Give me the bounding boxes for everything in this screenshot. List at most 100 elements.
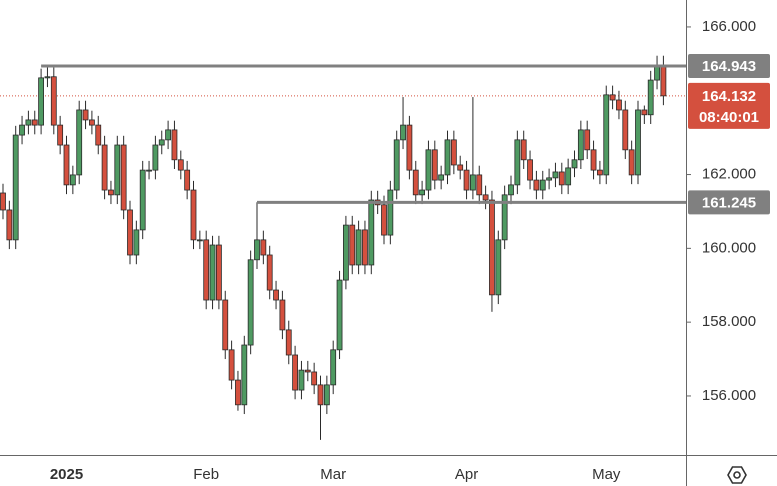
candle-body [336, 279, 343, 351]
settings-hexagon[interactable] [727, 466, 747, 484]
candle-body [44, 76, 51, 79]
candle-body [603, 94, 610, 176]
candle-body [577, 129, 584, 161]
candle-body [235, 379, 241, 406]
candle-body [108, 189, 114, 196]
candle-body [203, 239, 210, 301]
candle-body [114, 144, 121, 196]
candle-body [450, 139, 457, 166]
candle-body [508, 184, 514, 196]
candle-body [552, 171, 559, 179]
candle-body [12, 134, 19, 241]
candle-body [139, 169, 146, 231]
candle-body [285, 329, 292, 356]
y-tick-label: 160.000 [702, 239, 756, 256]
candle-body [565, 167, 572, 186]
candle-body [69, 174, 76, 186]
candle-body [57, 124, 64, 146]
candle-body [571, 159, 578, 169]
candle-body [215, 244, 222, 301]
candle-body [482, 194, 489, 201]
candle-body [425, 149, 432, 191]
candle-body [63, 144, 70, 186]
candle-body [476, 174, 483, 196]
candle-body [165, 129, 172, 141]
candle-body [431, 149, 438, 181]
candle-body [38, 77, 44, 126]
last-price-box [688, 82, 770, 129]
level-label-box [688, 190, 770, 215]
candle-body [546, 177, 552, 181]
candle-body [362, 229, 368, 266]
candle-body [82, 109, 89, 121]
candle-body [489, 199, 495, 296]
level-label: 164.943 [702, 58, 756, 75]
candle-body [412, 169, 419, 196]
candle-body [317, 384, 324, 406]
candle-body [101, 144, 108, 191]
candle-body [539, 179, 546, 191]
candle-body [520, 139, 527, 161]
countdown-label: 08:40:01 [699, 109, 759, 126]
candle-body [463, 169, 470, 191]
candle-body [419, 189, 426, 196]
candle-body [330, 349, 337, 386]
candle-body [171, 129, 178, 161]
candle-body [95, 124, 102, 146]
candle-body [622, 109, 629, 151]
level-label: 161.245 [702, 194, 756, 211]
candle-body [368, 199, 375, 266]
candle-body [514, 139, 521, 186]
candle-body [133, 229, 140, 256]
last-price-label: 164.132 [702, 88, 756, 105]
candle-body [89, 119, 95, 126]
candle-body [196, 239, 203, 242]
y-tick-label: 158.000 [702, 313, 756, 330]
candle-body [597, 169, 603, 176]
candle-body [279, 299, 286, 331]
candle-body [635, 109, 641, 176]
candle-body [241, 344, 248, 406]
candle-body [641, 109, 648, 116]
candle-body [527, 159, 533, 181]
candle-body [406, 124, 413, 171]
candle-body [209, 244, 216, 301]
candle-body [247, 259, 254, 346]
candle-body [228, 349, 235, 381]
candle-body [323, 384, 330, 406]
candle-body [298, 369, 305, 391]
candle-body [342, 224, 349, 281]
candle-body [387, 189, 394, 236]
candle-body [393, 139, 400, 191]
x-tick-label: 2025 [50, 466, 83, 483]
candle-body [469, 174, 476, 191]
candle-body [444, 139, 451, 176]
candle-body [438, 174, 445, 181]
candle-body [177, 159, 184, 171]
candle-body [457, 164, 464, 171]
y-tick-label: 166.000 [702, 18, 756, 35]
candle-body [120, 144, 127, 211]
candle-body [19, 124, 25, 136]
candle-body [660, 64, 667, 97]
candle-body [152, 144, 159, 171]
candle-body [609, 94, 616, 101]
candle-body [222, 299, 229, 351]
candle-body [533, 179, 540, 191]
candle-body [190, 189, 197, 241]
candle-body [260, 239, 267, 256]
candle-body [50, 76, 57, 126]
level-label-box [688, 53, 770, 78]
candle-body [292, 354, 299, 391]
y-tick-label: 162.000 [702, 166, 756, 183]
candle-body [381, 204, 387, 236]
x-tick-label: Apr [455, 466, 478, 483]
settings-icon[interactable] [727, 466, 747, 484]
y-tick-label: 156.000 [702, 387, 756, 404]
settings-dot[interactable] [733, 471, 741, 479]
candle-body [6, 209, 13, 241]
candle-body [495, 239, 502, 296]
x-tick-label: Feb [193, 466, 219, 483]
